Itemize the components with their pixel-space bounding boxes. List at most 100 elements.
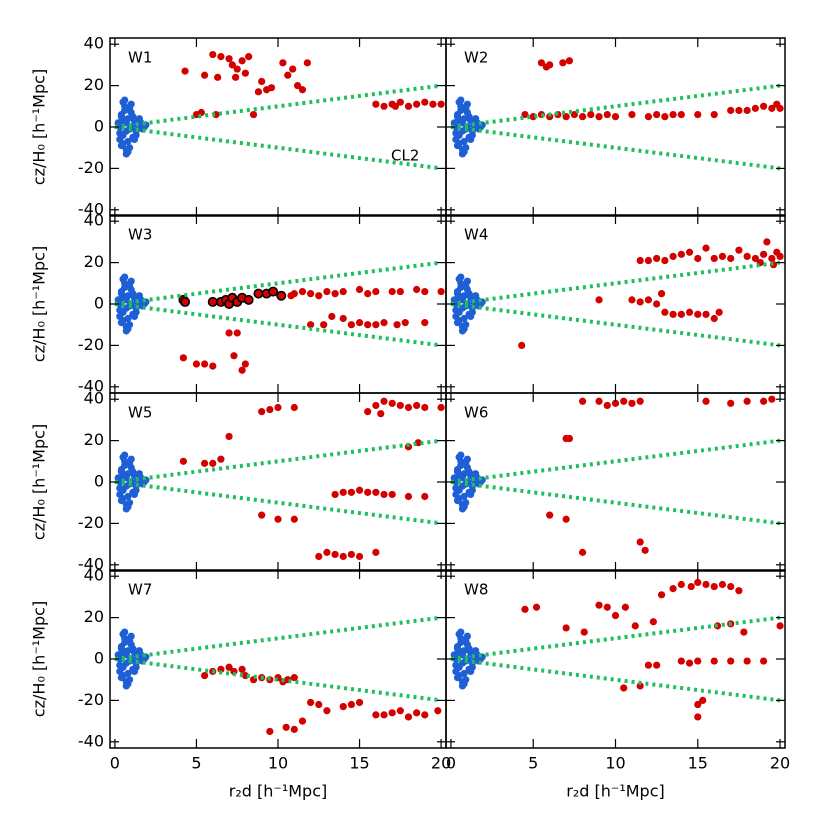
point	[307, 290, 315, 298]
point	[710, 657, 718, 665]
point	[377, 410, 385, 418]
point	[653, 661, 661, 669]
panel-frame	[445, 569, 786, 749]
point	[768, 254, 776, 263]
cluster-point	[457, 283, 465, 292]
cluster-point	[453, 497, 462, 505]
panel: W2	[445, 37, 786, 217]
cluster-point	[457, 451, 465, 459]
cluster-point	[453, 113, 462, 121]
point	[562, 624, 570, 632]
point	[669, 252, 677, 260]
cluster-point	[457, 628, 465, 636]
cluster-point	[117, 290, 126, 298]
plot-area	[450, 57, 784, 171]
point	[254, 88, 263, 96]
point	[339, 703, 347, 711]
point	[347, 321, 355, 329]
point	[727, 106, 735, 115]
point	[434, 707, 442, 715]
x-tick-label: 0	[110, 754, 120, 773]
reference-line	[114, 83, 442, 129]
panel-frame	[445, 392, 786, 572]
point	[628, 399, 636, 407]
panel: 0 5 10 15 20 W8 r₂d [h⁻¹Mpc]	[445, 569, 790, 801]
point	[677, 250, 685, 258]
point	[284, 71, 292, 79]
cluster-point	[460, 669, 468, 678]
point	[201, 360, 209, 368]
point	[687, 582, 695, 591]
plot-area	[450, 395, 781, 556]
point	[760, 250, 768, 258]
x-tick-label: 5	[528, 754, 538, 773]
point	[763, 238, 771, 246]
point	[636, 538, 644, 546]
cluster-point	[460, 503, 468, 511]
point	[396, 287, 404, 296]
point	[694, 700, 702, 709]
point	[274, 403, 282, 412]
reference-line	[450, 260, 781, 306]
y-tick-label: -20	[78, 513, 104, 532]
point	[694, 110, 702, 119]
point	[355, 486, 364, 494]
point	[694, 578, 702, 587]
point	[307, 698, 315, 707]
cluster-point	[453, 645, 462, 653]
point	[710, 582, 718, 591]
point	[661, 256, 669, 265]
point	[228, 61, 236, 69]
point	[214, 73, 222, 81]
point	[644, 113, 653, 121]
cluster-point	[124, 137, 132, 146]
panel: -40 -20 0 20 40 W1 CL2 cz/H₀ [h⁻¹Mpc]	[30, 34, 447, 218]
point	[268, 286, 279, 297]
point	[372, 321, 380, 329]
point	[231, 73, 240, 81]
point	[201, 671, 209, 680]
point	[396, 98, 404, 106]
cluster-point	[472, 470, 480, 478]
point	[225, 55, 233, 63]
point	[710, 314, 718, 323]
cluster-point	[124, 503, 132, 511]
point	[620, 397, 628, 405]
cluster-point	[130, 667, 139, 676]
cluster-point	[460, 680, 468, 688]
cluster-point	[121, 283, 129, 292]
cluster-point	[463, 277, 471, 285]
point	[727, 582, 735, 591]
point	[372, 287, 380, 296]
cluster-point	[472, 292, 480, 300]
point	[290, 290, 298, 298]
cluster-point	[119, 131, 127, 139]
plot-area	[114, 615, 442, 736]
point	[192, 360, 201, 368]
reference-line	[114, 438, 442, 484]
cluster-point	[453, 674, 462, 682]
point	[266, 727, 274, 736]
panel: -40 -20 0 20 40 W3 cz/H₀ [h⁻¹Mpc]	[30, 211, 447, 395]
cluster-point	[116, 300, 124, 308]
point	[307, 321, 315, 329]
point	[421, 492, 429, 501]
point	[404, 713, 413, 721]
point	[274, 515, 282, 523]
y-tick-label: 40	[84, 211, 104, 230]
cluster-point	[465, 645, 473, 653]
reference-line	[114, 657, 442, 703]
point	[562, 515, 570, 523]
point	[238, 665, 246, 673]
point	[380, 319, 388, 327]
point	[380, 102, 388, 110]
y-tick-label: 0	[94, 294, 104, 313]
point	[521, 110, 529, 119]
point	[587, 110, 595, 119]
point	[380, 490, 388, 499]
point	[546, 511, 554, 519]
point	[685, 308, 694, 316]
cluster-point	[121, 638, 129, 647]
plot-area	[114, 50, 445, 171]
point	[580, 628, 588, 636]
